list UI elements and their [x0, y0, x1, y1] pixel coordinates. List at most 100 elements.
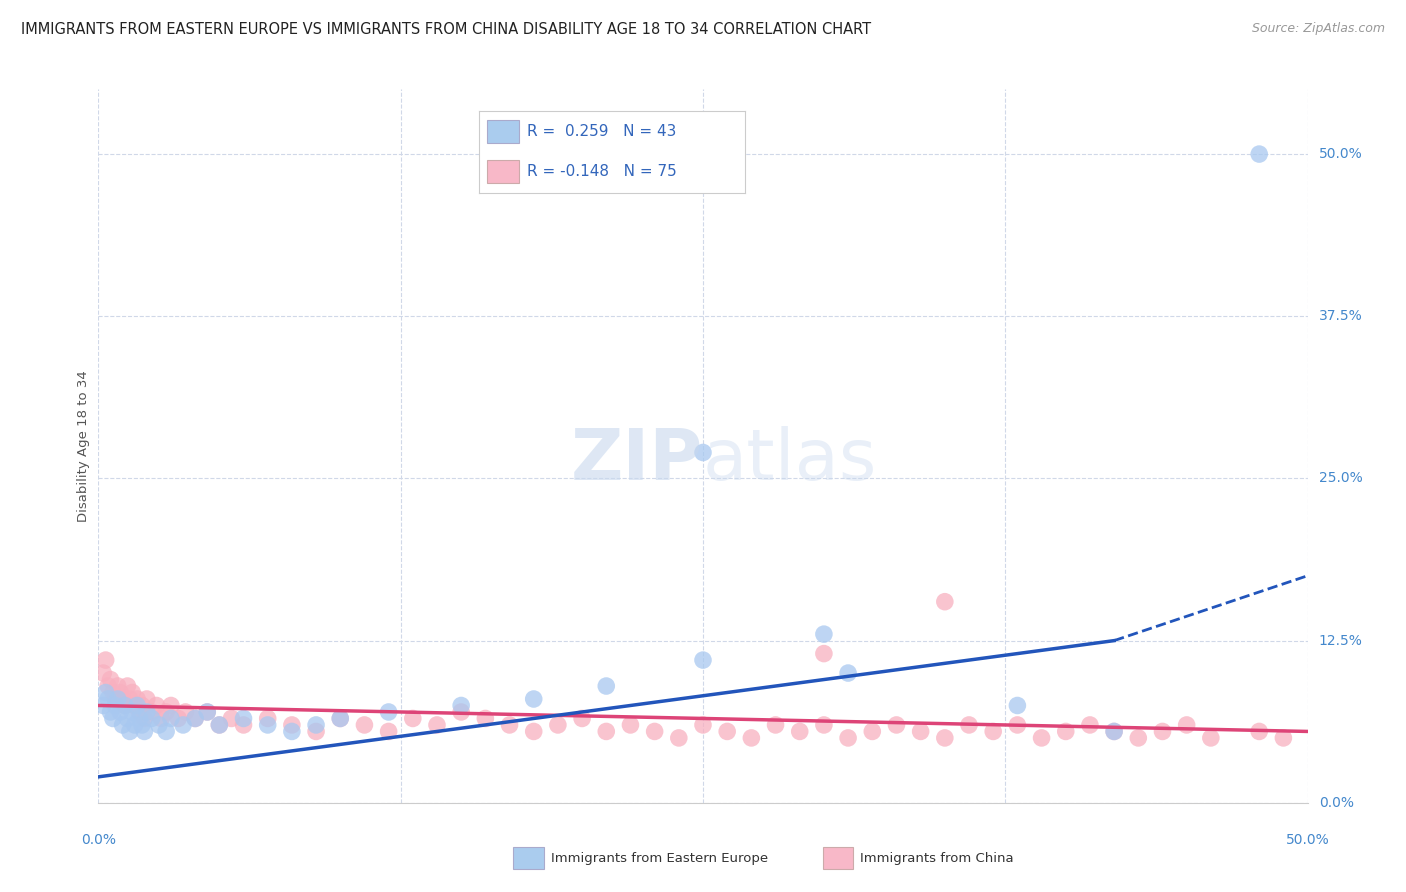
Point — [124, 718, 146, 732]
Point — [1031, 731, 1053, 745]
Point — [1199, 731, 1222, 745]
Point — [111, 718, 134, 732]
Point — [107, 679, 129, 693]
Point — [571, 711, 593, 725]
Point — [111, 692, 134, 706]
Point — [221, 711, 243, 725]
Point — [886, 718, 908, 732]
Point — [813, 627, 835, 641]
Point — [91, 666, 114, 681]
Point — [195, 705, 218, 719]
Point — [1078, 718, 1101, 732]
Point — [167, 711, 190, 725]
Point — [837, 731, 859, 745]
Point — [474, 711, 496, 725]
Point — [523, 724, 546, 739]
Point — [860, 724, 883, 739]
Point — [184, 711, 207, 725]
Point — [117, 711, 139, 725]
Point — [353, 718, 375, 732]
Point — [450, 698, 472, 713]
Point — [692, 445, 714, 459]
Point — [765, 718, 787, 732]
Point — [145, 698, 167, 713]
Point — [172, 718, 194, 732]
Point — [100, 705, 122, 719]
Point — [127, 698, 149, 713]
Point — [1175, 718, 1198, 732]
Point — [100, 673, 122, 687]
Point — [813, 647, 835, 661]
Point — [131, 698, 153, 713]
Point — [329, 711, 352, 725]
Point — [128, 711, 150, 725]
Point — [523, 692, 546, 706]
Text: 37.5%: 37.5% — [1319, 310, 1362, 323]
Bar — [488, 160, 519, 183]
Point — [450, 705, 472, 719]
Text: 0.0%: 0.0% — [1319, 796, 1354, 810]
Point — [101, 711, 124, 725]
Point — [124, 698, 146, 713]
Point — [117, 679, 139, 693]
Point — [1152, 724, 1174, 739]
Point — [547, 718, 569, 732]
Point — [121, 705, 143, 719]
Text: R =  0.259   N = 43: R = 0.259 N = 43 — [527, 125, 676, 139]
Point — [101, 685, 124, 699]
Point — [1272, 731, 1295, 745]
Point — [1007, 698, 1029, 713]
Point — [232, 711, 254, 725]
Text: Immigrants from Eastern Europe: Immigrants from Eastern Europe — [551, 852, 768, 864]
Point — [256, 711, 278, 725]
Point — [118, 724, 141, 739]
Point — [1007, 718, 1029, 732]
Text: ZIP: ZIP — [571, 425, 703, 495]
Point — [957, 718, 980, 732]
Point — [128, 705, 150, 719]
Bar — [488, 120, 519, 144]
Point — [644, 724, 666, 739]
Point — [498, 718, 520, 732]
Point — [595, 679, 617, 693]
Point — [402, 711, 425, 725]
Point — [208, 718, 231, 732]
Text: 25.0%: 25.0% — [1319, 472, 1362, 485]
Point — [232, 718, 254, 732]
Point — [121, 685, 143, 699]
Point — [134, 724, 156, 739]
Point — [256, 718, 278, 732]
Text: 0.0%: 0.0% — [82, 833, 115, 847]
Point — [114, 698, 136, 713]
Text: 12.5%: 12.5% — [1319, 633, 1362, 648]
Point — [127, 692, 149, 706]
Point — [141, 711, 163, 725]
Point — [94, 653, 117, 667]
Point — [91, 698, 114, 713]
Point — [108, 685, 131, 699]
Point — [94, 685, 117, 699]
Point — [118, 692, 141, 706]
Point — [141, 705, 163, 719]
Point — [97, 692, 120, 706]
Point — [104, 692, 127, 706]
Point — [104, 698, 127, 713]
Text: 50.0%: 50.0% — [1285, 833, 1330, 847]
Text: 50.0%: 50.0% — [1319, 147, 1362, 161]
Y-axis label: Disability Age 18 to 34: Disability Age 18 to 34 — [77, 370, 90, 522]
Point — [813, 718, 835, 732]
Point — [208, 718, 231, 732]
Point — [135, 692, 157, 706]
Point — [1102, 724, 1125, 739]
Point — [619, 718, 641, 732]
Point — [114, 698, 136, 713]
Point — [1128, 731, 1150, 745]
Point — [329, 711, 352, 725]
Text: IMMIGRANTS FROM EASTERN EUROPE VS IMMIGRANTS FROM CHINA DISABILITY AGE 18 TO 34 : IMMIGRANTS FROM EASTERN EUROPE VS IMMIGR… — [21, 22, 872, 37]
Point — [174, 705, 197, 719]
Point — [131, 718, 153, 732]
Point — [195, 705, 218, 719]
Point — [155, 705, 177, 719]
Point — [160, 711, 183, 725]
Point — [305, 724, 328, 739]
